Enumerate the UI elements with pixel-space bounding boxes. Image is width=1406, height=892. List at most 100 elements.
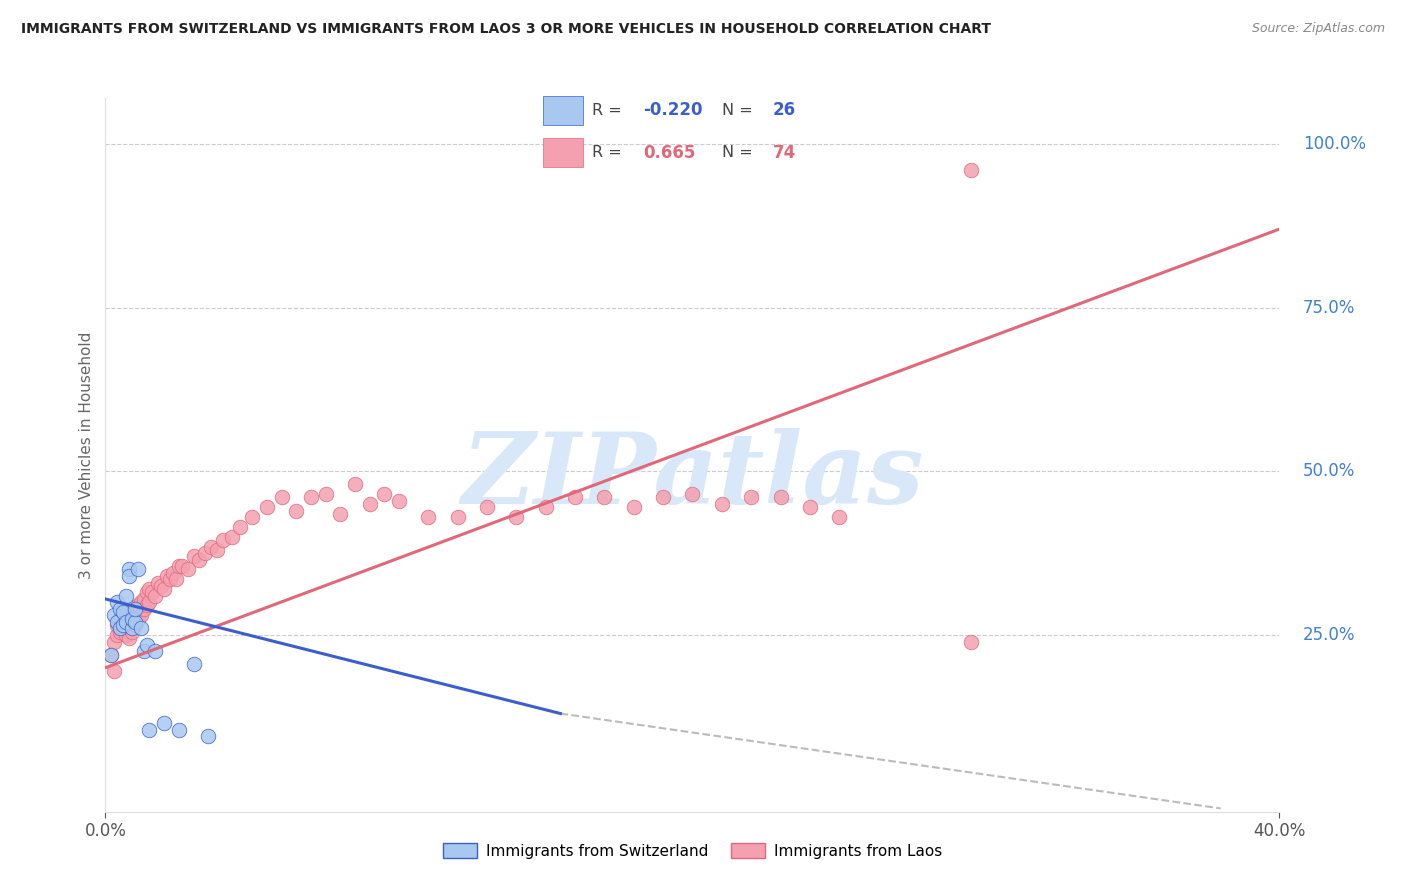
Point <box>129 595 152 609</box>
Text: 100.0%: 100.0% <box>1303 135 1367 153</box>
Point <box>115 615 138 629</box>
Point <box>148 575 170 590</box>
Point <box>183 549 205 564</box>
Point <box>105 628 128 642</box>
Point <box>194 546 217 560</box>
Text: 26: 26 <box>773 102 796 120</box>
Legend: Immigrants from Switzerland, Immigrants from Laos: Immigrants from Switzerland, Immigrants … <box>437 837 948 864</box>
Bar <box>543 138 582 167</box>
Point <box>135 599 157 613</box>
Point <box>221 530 243 544</box>
Point <box>156 569 179 583</box>
Point <box>108 624 131 639</box>
Point <box>115 628 138 642</box>
Point <box>828 510 851 524</box>
Point <box>176 562 198 576</box>
Y-axis label: 3 or more Vehicles in Household: 3 or more Vehicles in Household <box>79 331 94 579</box>
Point <box>593 491 616 505</box>
Point <box>112 618 135 632</box>
Point <box>710 497 733 511</box>
Point <box>132 591 155 606</box>
Point <box>270 491 292 505</box>
Text: -0.220: -0.220 <box>643 102 703 120</box>
Point <box>373 487 395 501</box>
Point <box>159 572 181 586</box>
Point <box>115 589 138 603</box>
Point <box>153 582 176 596</box>
Point <box>105 615 128 629</box>
Point <box>129 621 152 635</box>
Point <box>112 605 135 619</box>
Text: 25.0%: 25.0% <box>1303 626 1355 644</box>
Point <box>799 500 821 515</box>
Point <box>359 497 381 511</box>
Point <box>167 559 190 574</box>
Point <box>108 611 131 625</box>
Point <box>418 510 440 524</box>
Point <box>960 163 983 178</box>
Text: Source: ZipAtlas.com: Source: ZipAtlas.com <box>1251 22 1385 36</box>
Point <box>118 562 141 576</box>
Point <box>141 585 163 599</box>
Point <box>446 510 468 524</box>
Point <box>299 491 322 505</box>
Point <box>211 533 233 547</box>
Point <box>118 632 141 646</box>
Text: ZIPatlas: ZIPatlas <box>461 428 924 524</box>
Point <box>127 599 149 613</box>
Point <box>343 477 366 491</box>
Point <box>124 618 146 632</box>
Point <box>183 657 205 672</box>
Point <box>103 634 125 648</box>
Text: 74: 74 <box>773 144 796 161</box>
Point <box>162 566 184 580</box>
Point <box>534 500 557 515</box>
Point <box>329 507 352 521</box>
Point <box>129 608 152 623</box>
Point <box>623 500 645 515</box>
Point <box>124 601 146 615</box>
Point <box>170 559 193 574</box>
Point <box>505 510 527 524</box>
Point <box>118 605 141 619</box>
Point <box>197 730 219 744</box>
Point <box>121 621 143 635</box>
Point <box>135 638 157 652</box>
Point <box>132 644 155 658</box>
Point <box>124 615 146 629</box>
Point <box>153 716 176 731</box>
Point <box>112 621 135 635</box>
Text: 0.665: 0.665 <box>643 144 696 161</box>
Text: R =: R = <box>592 145 627 161</box>
Point <box>108 601 131 615</box>
Point <box>118 569 141 583</box>
Point <box>103 608 125 623</box>
Point <box>108 621 131 635</box>
Point <box>960 634 983 648</box>
Point <box>124 605 146 619</box>
Point <box>740 491 762 505</box>
Point <box>388 493 411 508</box>
Point <box>105 595 128 609</box>
Point <box>315 487 337 501</box>
Point <box>115 615 138 629</box>
Point <box>200 540 222 554</box>
Text: 50.0%: 50.0% <box>1303 462 1355 480</box>
Point <box>121 611 143 625</box>
Point <box>100 648 122 662</box>
Point <box>138 723 160 737</box>
Point <box>256 500 278 515</box>
Text: IMMIGRANTS FROM SWITZERLAND VS IMMIGRANTS FROM LAOS 3 OR MORE VEHICLES IN HOUSEH: IMMIGRANTS FROM SWITZERLAND VS IMMIGRANT… <box>21 22 991 37</box>
Point <box>100 648 122 662</box>
Point <box>135 585 157 599</box>
Text: R =: R = <box>592 103 627 118</box>
Point <box>205 542 228 557</box>
Text: N =: N = <box>721 103 758 118</box>
Point <box>121 624 143 639</box>
Point <box>188 552 211 566</box>
Point <box>132 601 155 615</box>
Point <box>229 520 252 534</box>
Point <box>150 579 173 593</box>
Point <box>564 491 586 505</box>
Point <box>138 595 160 609</box>
